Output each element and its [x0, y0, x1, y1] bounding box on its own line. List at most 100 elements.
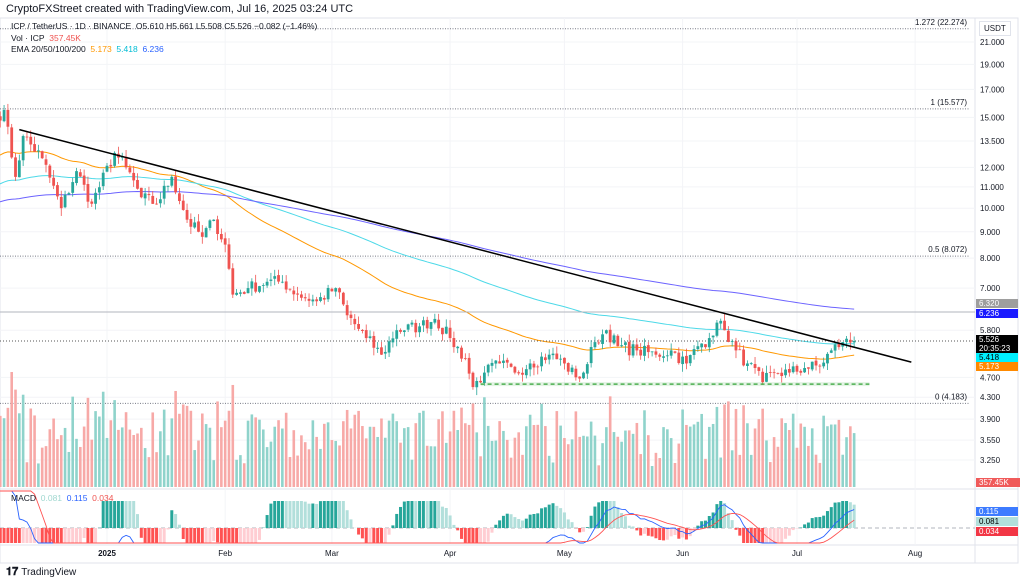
volume-bar [216, 401, 219, 487]
volume-bar [75, 438, 78, 487]
volume-bar [845, 437, 848, 487]
macd-histogram-bar [494, 524, 498, 528]
macd-histogram-bar [490, 528, 494, 533]
volume-bar [666, 429, 669, 487]
macd-histogram-bar [642, 528, 646, 534]
macd-histogram-bar [48, 528, 52, 543]
volume-bar [185, 405, 189, 487]
volume-bar [322, 423, 326, 487]
macd-histogram-bar [357, 528, 361, 535]
volume-bar [723, 404, 726, 487]
volume-bar [532, 425, 536, 487]
macd-histogram-bar [768, 528, 772, 543]
macd-histogram-bar [784, 528, 788, 539]
candle-body [502, 360, 505, 363]
macd-histogram-bar [280, 501, 284, 528]
candle-body [471, 372, 475, 388]
volume-bar [143, 448, 147, 487]
volume-bar [159, 431, 162, 487]
macd-histogram-bar [334, 501, 338, 528]
macd-histogram-bar [0, 528, 2, 543]
candle-body [540, 356, 543, 367]
candle-body [555, 353, 559, 360]
volume-bar [296, 455, 299, 487]
macd-line-value: 0.115 [66, 493, 88, 503]
candle-body [345, 305, 349, 316]
candle-body [414, 322, 418, 333]
signal-line [0, 490, 855, 544]
macd-histogram-bar [463, 528, 467, 543]
candle-body [639, 349, 643, 356]
macd-histogram-bar [543, 507, 547, 528]
volume-label[interactable]: Vol · ICP [11, 33, 45, 43]
candle-body [193, 222, 197, 228]
candle-body [456, 346, 460, 349]
fib-level-label: 1.272 (22.274) [915, 18, 967, 27]
macd-histogram-bar [749, 528, 753, 543]
tradingview-logo[interactable]: 𝟏𝟕 TradingView [6, 566, 76, 579]
macd-histogram-bar [368, 528, 372, 543]
candle-body [490, 362, 494, 366]
volume-bar [719, 457, 723, 487]
volume-bar [582, 435, 585, 487]
macd-signal-value: 0.034 [92, 493, 114, 503]
candle-body [383, 351, 387, 354]
ema50-value: 5.173 [90, 44, 112, 54]
volume-bar [589, 421, 593, 487]
volume-bar [444, 442, 448, 487]
candle-body [254, 282, 258, 292]
volume-bar [456, 430, 460, 487]
macd-histogram-bar [745, 528, 749, 543]
macd-histogram-bar [715, 504, 719, 528]
volume-bar [71, 396, 74, 487]
macd-histogram-bar [521, 520, 525, 528]
macd-histogram-bar [52, 528, 56, 543]
ema-label[interactable]: EMA 20/50/100/200 [11, 44, 86, 54]
price-tick: 21.000 [980, 38, 1005, 47]
candle-body [97, 187, 101, 193]
macd-histogram-bar [620, 513, 624, 528]
volume-bar [281, 428, 284, 487]
candle-body [650, 351, 654, 353]
volume-bar [151, 412, 155, 487]
macd-histogram-bar [395, 513, 399, 528]
volume-bar [40, 447, 44, 487]
candle-body [402, 330, 406, 333]
currency-label[interactable]: USDT [979, 21, 1011, 36]
macd-label[interactable]: MACD [11, 493, 37, 503]
time-tick: Apr [444, 549, 457, 558]
volume-bar [669, 438, 673, 487]
candle-body [818, 365, 822, 367]
volume-bar [250, 414, 254, 487]
volume-bar [288, 457, 292, 487]
candle-body [227, 244, 231, 269]
volume-bar [822, 415, 825, 487]
fib-level-label: 1 (15.577) [931, 98, 968, 107]
candle-body [574, 368, 578, 378]
volume-bar [239, 455, 242, 487]
volume-bar [25, 462, 29, 487]
macd-histogram-bar [669, 528, 673, 537]
macd-histogram-bar [623, 516, 627, 528]
macd-histogram-bar [273, 501, 277, 528]
candle-body [479, 380, 482, 383]
volume-bar [315, 436, 318, 487]
macd-histogram-bar [528, 514, 532, 528]
candle-body [120, 156, 124, 158]
macd-histogram-bar [772, 528, 776, 543]
candle-body [36, 150, 40, 152]
volume-bar [399, 442, 402, 487]
macd-histogram-bar [448, 515, 452, 528]
macd-histogram-bar [189, 528, 193, 543]
macd-histogram-bar [845, 501, 849, 528]
candle-body [40, 151, 44, 159]
macd-histogram-bar [406, 501, 410, 528]
candle-body [387, 341, 391, 353]
candle-body [250, 281, 254, 289]
candle-body [845, 338, 848, 343]
volume-bar [544, 426, 547, 487]
symbol-name[interactable]: ICP / TetherUS · 1D · BINANCE [11, 21, 132, 31]
volume-bar [67, 451, 71, 487]
macd-histogram-bar [257, 528, 261, 540]
